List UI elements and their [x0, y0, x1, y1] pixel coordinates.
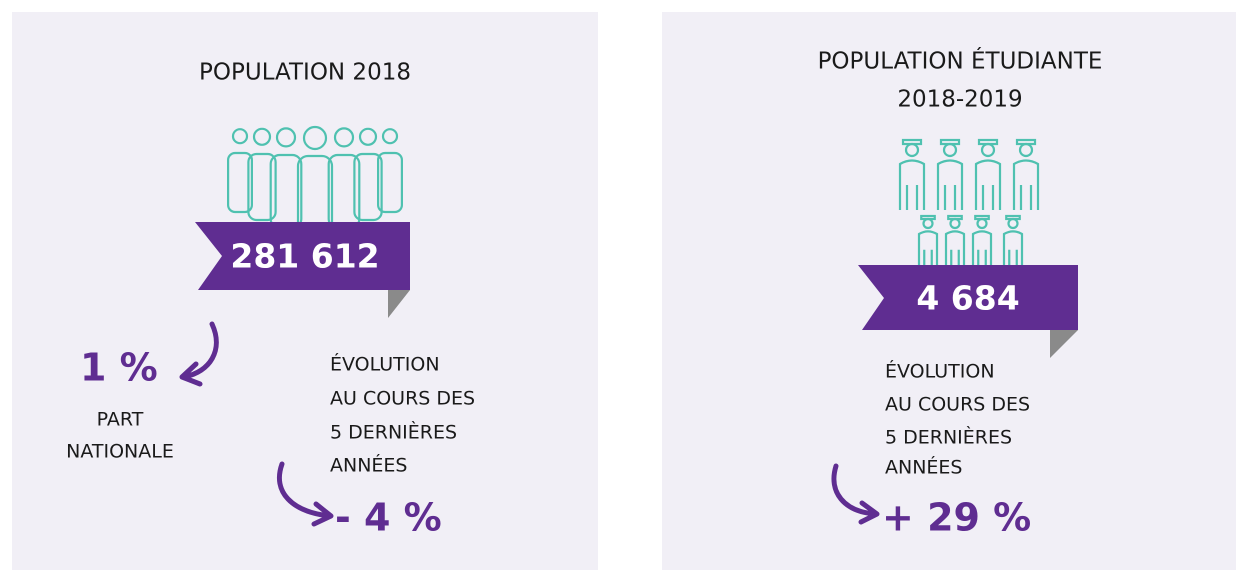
- icon-part: [252, 127, 272, 146]
- icon-part: [949, 217, 961, 230]
- icon-part: [247, 152, 277, 222]
- icon-part: [302, 125, 328, 151]
- ribbon: [195, 222, 410, 290]
- evolution-label: ÉVOLUTION: [885, 360, 995, 383]
- figure: 4 684: [916, 279, 1019, 318]
- icon-part: [898, 159, 926, 210]
- share-label: PART: [97, 409, 144, 431]
- evolution-label: 5 DERNIÈRES: [330, 421, 457, 444]
- ribbon-fold: [388, 290, 410, 318]
- icon-part: [976, 217, 988, 230]
- icon-part: [1018, 142, 1034, 158]
- evolution-label: ANNÉES: [885, 456, 963, 479]
- card-title: POPULATION 2018: [199, 60, 411, 86]
- arrow: [831, 463, 880, 525]
- ribbon: [858, 265, 1078, 330]
- icon-part: [1012, 159, 1040, 210]
- icon-part: [358, 127, 378, 146]
- card-title: POPULATION ÉTUDIANTE: [818, 47, 1103, 75]
- icon-part: [1007, 217, 1019, 230]
- figure: 281 612: [230, 237, 379, 276]
- icon-part: [377, 151, 404, 214]
- people-icon: [227, 125, 404, 238]
- evolution-label: 5 DERNIÈRES: [885, 426, 1012, 449]
- share-label: NATIONALE: [66, 441, 174, 463]
- icon-part: [381, 128, 399, 145]
- card-title: 2018-2019: [897, 87, 1022, 113]
- icon-part: [974, 159, 1002, 210]
- graduates-icon: [898, 138, 1040, 269]
- icon-part: [353, 152, 383, 222]
- arrow: [179, 321, 219, 387]
- icon-part: [333, 127, 355, 148]
- share-value: 1 %: [80, 346, 158, 390]
- icon-part: [942, 142, 958, 158]
- evolution-value: + 29 %: [882, 496, 1031, 540]
- card: [12, 12, 598, 570]
- icon-part: [980, 142, 996, 158]
- icon-part: [227, 151, 254, 214]
- evolution-value: - 4 %: [335, 496, 442, 540]
- evolution-label: ÉVOLUTION: [330, 353, 440, 376]
- ribbon-fold: [1050, 330, 1078, 358]
- icon-part: [936, 159, 964, 210]
- evolution-label: ANNÉES: [330, 454, 408, 477]
- icon-part: [922, 217, 934, 230]
- evolution-label: AU COURS DES: [885, 394, 1030, 416]
- evolution-label: AU COURS DES: [330, 388, 475, 410]
- icon-part: [231, 128, 249, 145]
- arrow: [277, 461, 334, 527]
- icon-part: [904, 142, 920, 158]
- icon-part: [275, 127, 297, 148]
